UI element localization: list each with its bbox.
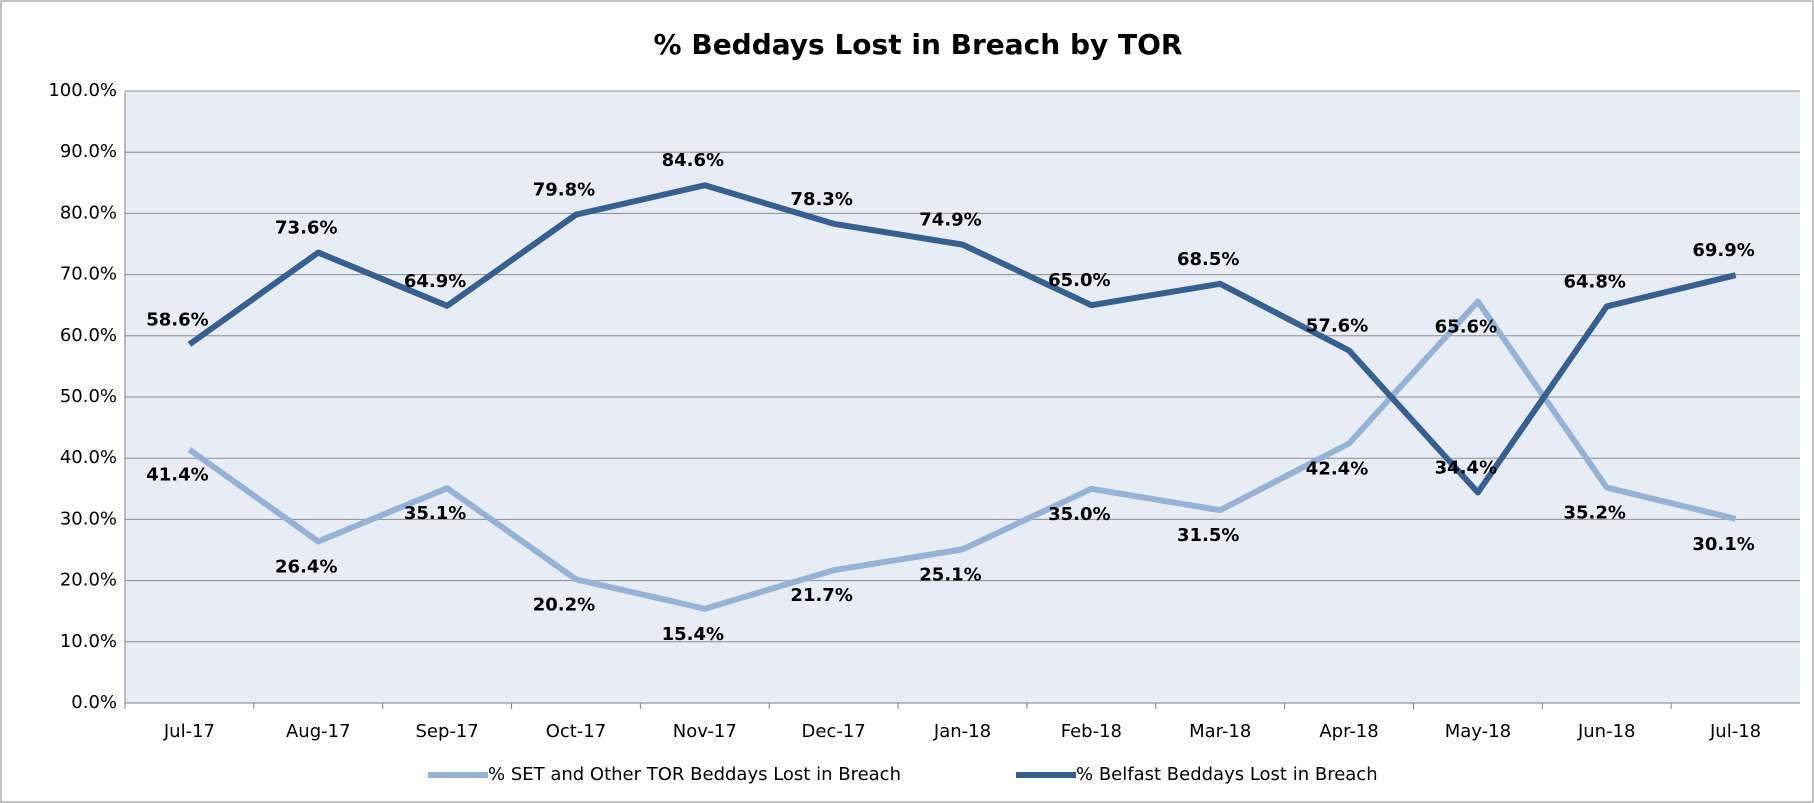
y-tick-label: 20.0% [60,570,117,591]
data-label: 30.1% [1692,534,1754,555]
y-tick-label: 10.0% [60,631,117,652]
x-tick-label: Sep-17 [415,721,478,742]
data-label: 65.0% [1048,270,1110,291]
y-tick-label: 50.0% [60,386,117,407]
chart-title: % Beddays Lost in Breach by TOR [654,28,1183,61]
data-label: 58.6% [146,309,208,330]
x-tick-label: Feb-18 [1061,721,1122,742]
data-label: 69.9% [1692,240,1754,261]
data-label: 34.4% [1435,457,1497,478]
data-label: 42.4% [1306,459,1368,480]
x-tick-label: Jan-18 [933,721,991,742]
x-tick-label: Dec-17 [802,721,866,742]
data-label: 73.6% [275,218,337,239]
x-tick-label: Jul-17 [163,721,215,742]
data-label: 25.1% [919,564,981,585]
data-label: 64.9% [404,271,466,292]
series-line [187,182,1737,496]
series-line [187,298,1737,612]
y-tick-label: 70.0% [60,264,117,285]
x-tick-label: Nov-17 [673,721,737,742]
data-label: 78.3% [790,189,852,210]
x-tick-label: Aug-17 [286,721,351,742]
data-label: 65.6% [1435,317,1497,338]
x-tick-label: Jun-18 [1577,721,1636,742]
y-tick-label: 100.0% [48,80,117,101]
y-tick-label: 40.0% [60,447,117,468]
data-label: 35.0% [1048,504,1110,525]
data-label: 21.7% [790,585,852,606]
legend-label: % Belfast Beddays Lost in Breach [1076,764,1378,785]
data-label: 35.1% [404,503,466,524]
x-tick-label: May-18 [1445,721,1511,742]
data-label: 57.6% [1306,315,1368,336]
data-label: 31.5% [1177,525,1239,546]
data-label: 84.6% [662,150,724,171]
x-tick-label: Apr-18 [1319,721,1378,742]
y-tick-label: 90.0% [60,141,117,162]
data-label: 41.4% [146,465,208,486]
y-tick-label: 60.0% [60,325,117,346]
data-label: 20.2% [533,594,595,615]
y-tick-label: 0.0% [71,692,117,713]
y-tick-label: 30.0% [60,508,117,529]
x-tick-label: Oct-17 [546,721,607,742]
y-tick-label: 80.0% [60,202,117,223]
data-label: 15.4% [662,624,724,645]
x-tick-label: Jul-18 [1709,721,1761,742]
data-label: 74.9% [919,210,981,231]
legend-label: % SET and Other TOR Beddays Lost in Brea… [488,764,901,785]
data-label: 79.8% [533,180,595,201]
data-label: 68.5% [1177,249,1239,270]
x-tick-label: Mar-18 [1189,721,1251,742]
data-label: 26.4% [275,556,337,577]
data-label: 35.2% [1564,503,1626,524]
data-label: 64.8% [1564,271,1626,292]
